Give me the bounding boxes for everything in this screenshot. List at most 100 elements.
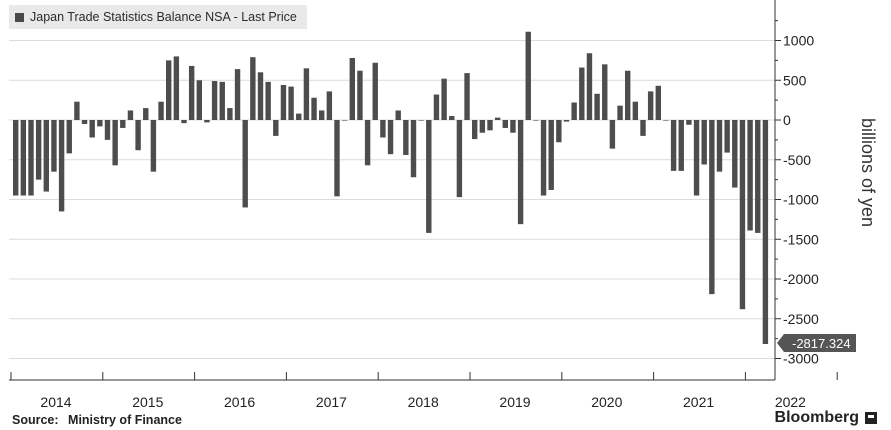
y-axis-label: billions of yen [858, 118, 878, 227]
bar-26 [211, 81, 218, 120]
bar-34 [273, 120, 279, 136]
bar-82 [640, 120, 646, 136]
y-axis: 1000 500 0 -500 -1000 -1500 -2000 -2500 -3000 [774, 0, 819, 380]
legend-swatch [15, 12, 24, 22]
bar-74 [579, 67, 585, 120]
bar-8 [74, 101, 80, 120]
bar-25 [204, 120, 210, 123]
bar-95 [739, 120, 746, 310]
bar-7 [66, 120, 72, 154]
bar-15 [127, 110, 134, 120]
bar-4 [43, 120, 49, 192]
bar-27 [219, 81, 225, 120]
x-tick-label-2: 2016 [224, 394, 255, 410]
brand-mark-icon [865, 412, 877, 424]
bar-59 [464, 73, 470, 120]
bar-44 [349, 57, 355, 120]
bar-93 [724, 120, 730, 153]
y-tick-label-6: -2000 [783, 271, 819, 287]
bar-67 [525, 31, 531, 121]
bar-29 [234, 69, 241, 120]
bar-98 [762, 120, 769, 344]
bar-21 [173, 56, 180, 120]
bar-12 [104, 120, 111, 140]
bar-35 [280, 85, 287, 120]
bar-20 [166, 60, 172, 120]
bar-47 [372, 62, 378, 120]
bar-52 [410, 120, 417, 178]
bar-92 [716, 120, 723, 172]
y-tick-label-5: -1500 [783, 231, 819, 247]
bar-30 [242, 120, 248, 208]
bar-48 [380, 120, 386, 138]
y-tick-label-3: -500 [783, 152, 811, 168]
bar-81 [632, 101, 639, 120]
source-note: Source: Ministry of Finance [12, 413, 182, 427]
bar-69 [540, 120, 547, 196]
bar-85 [663, 120, 669, 121]
bar-78 [609, 120, 616, 149]
bar-19 [158, 101, 164, 120]
bar-39 [311, 97, 317, 120]
bar-55 [433, 94, 440, 120]
bar-5 [51, 120, 57, 172]
bar-18 [150, 120, 157, 172]
bar-50 [395, 110, 401, 120]
bar-40 [319, 110, 325, 120]
x-tick-label-4: 2018 [408, 394, 439, 410]
bar-16 [135, 120, 141, 151]
bar-54 [426, 120, 432, 233]
source-label: Source: [12, 413, 59, 427]
source-text: Ministry of Finance [68, 413, 182, 427]
y-tick-label-1: 500 [783, 72, 807, 88]
bar-1 [20, 120, 27, 196]
bar-33 [265, 81, 271, 120]
y-tick-label-7: -2500 [783, 311, 819, 327]
x-tick-label-3: 2017 [316, 394, 347, 410]
y-tick-label-0: 1000 [783, 33, 814, 49]
bar-45 [357, 70, 363, 120]
x-tick-label-8: 2022 [775, 394, 806, 410]
bar-42 [334, 120, 340, 197]
bar-86 [670, 120, 677, 171]
bar-71 [556, 120, 562, 143]
bar-90 [701, 120, 707, 165]
bar-46 [364, 120, 371, 166]
bar-3 [35, 120, 42, 180]
bar-61 [479, 120, 486, 133]
bar-73 [571, 102, 577, 120]
bar-66 [517, 120, 524, 225]
x-tick-label-7: 2021 [683, 394, 714, 410]
bar-63 [494, 117, 501, 120]
bar-57 [449, 116, 455, 120]
bar-11 [97, 120, 103, 127]
brand-logo: Bloomberg [775, 409, 877, 427]
x-tick-label-1: 2015 [132, 394, 163, 410]
bar-36 [288, 86, 294, 120]
bar-17 [143, 108, 149, 120]
bar-23 [188, 65, 195, 120]
bar-65 [510, 120, 516, 133]
bar-96 [747, 120, 753, 231]
bar-10 [89, 120, 95, 138]
bar-84 [655, 85, 661, 120]
bar-2 [28, 120, 34, 196]
bar-41 [326, 91, 333, 120]
bar-22 [181, 120, 187, 124]
bar-51 [403, 120, 409, 155]
y-tick-label-4: -1000 [783, 192, 819, 208]
x-axis: 2014 2015 2016 2017 2018 2019 2020 2021 2022 [9, 372, 838, 410]
y-tick-label-2: 0 [783, 112, 791, 128]
bar-53 [418, 120, 424, 121]
bar-83 [647, 91, 654, 120]
bar-series [13, 31, 769, 344]
bar-64 [502, 120, 508, 128]
x-tick-label-6: 2020 [591, 394, 622, 410]
x-tick-label-0: 2014 [40, 394, 71, 410]
bar-13 [112, 120, 118, 166]
last-price-tag: -2817.324 [777, 334, 856, 352]
bar-9 [81, 120, 88, 124]
bar-70 [548, 120, 554, 190]
bar-97 [755, 120, 761, 233]
bar-76 [594, 93, 600, 120]
